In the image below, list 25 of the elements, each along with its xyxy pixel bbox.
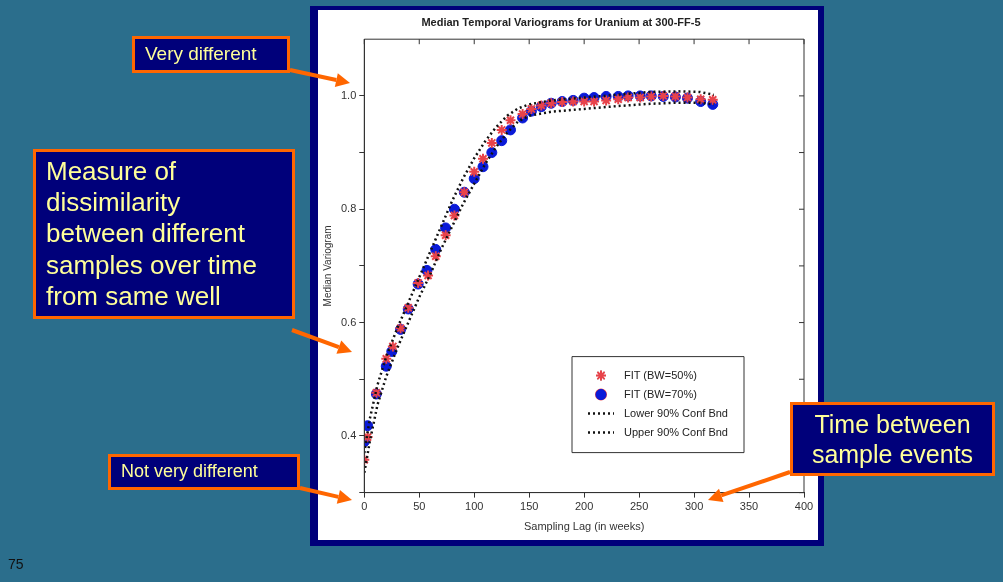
y-axis-title: Median Variogram	[321, 225, 333, 307]
y-tick-label: 0.8	[340, 202, 357, 215]
x-tick-label: 300	[684, 500, 704, 513]
legend-label: FIT (BW=70%)	[624, 387, 697, 400]
x-tick-label: 50	[413, 500, 426, 513]
y-tick-label: 0.6	[340, 315, 357, 328]
x-tick-label: 250	[629, 500, 649, 513]
x-tick-label: 400	[794, 500, 814, 513]
x-tick-label: 200	[574, 500, 594, 513]
text: 75	[8, 556, 24, 572]
legend-label: Upper 90% Conf Bnd	[624, 425, 728, 438]
x-axis-title: Sampling Lag (in weeks)	[523, 520, 645, 533]
y-tick-label: 1.0	[340, 88, 357, 101]
legend-label: FIT (BW=50%)	[624, 368, 697, 381]
x-tick-label: 150	[520, 500, 539, 513]
text: Not very different	[108, 454, 300, 490]
text: Very different	[132, 36, 290, 73]
x-tick-label: 350	[739, 500, 759, 513]
text: Measure of dissimilarity between different samples over time from same well	[33, 149, 295, 319]
legend-label: Lower 90% Conf Bnd	[624, 406, 728, 419]
x-tick-label: 0	[361, 500, 368, 513]
y-tick-label: 0.4	[340, 428, 357, 441]
chart-title: Median Temporal Variograms for Uranium at 300-FF-5	[421, 15, 701, 28]
text: Time between sample events	[790, 402, 995, 476]
x-tick-label: 100	[465, 500, 484, 513]
